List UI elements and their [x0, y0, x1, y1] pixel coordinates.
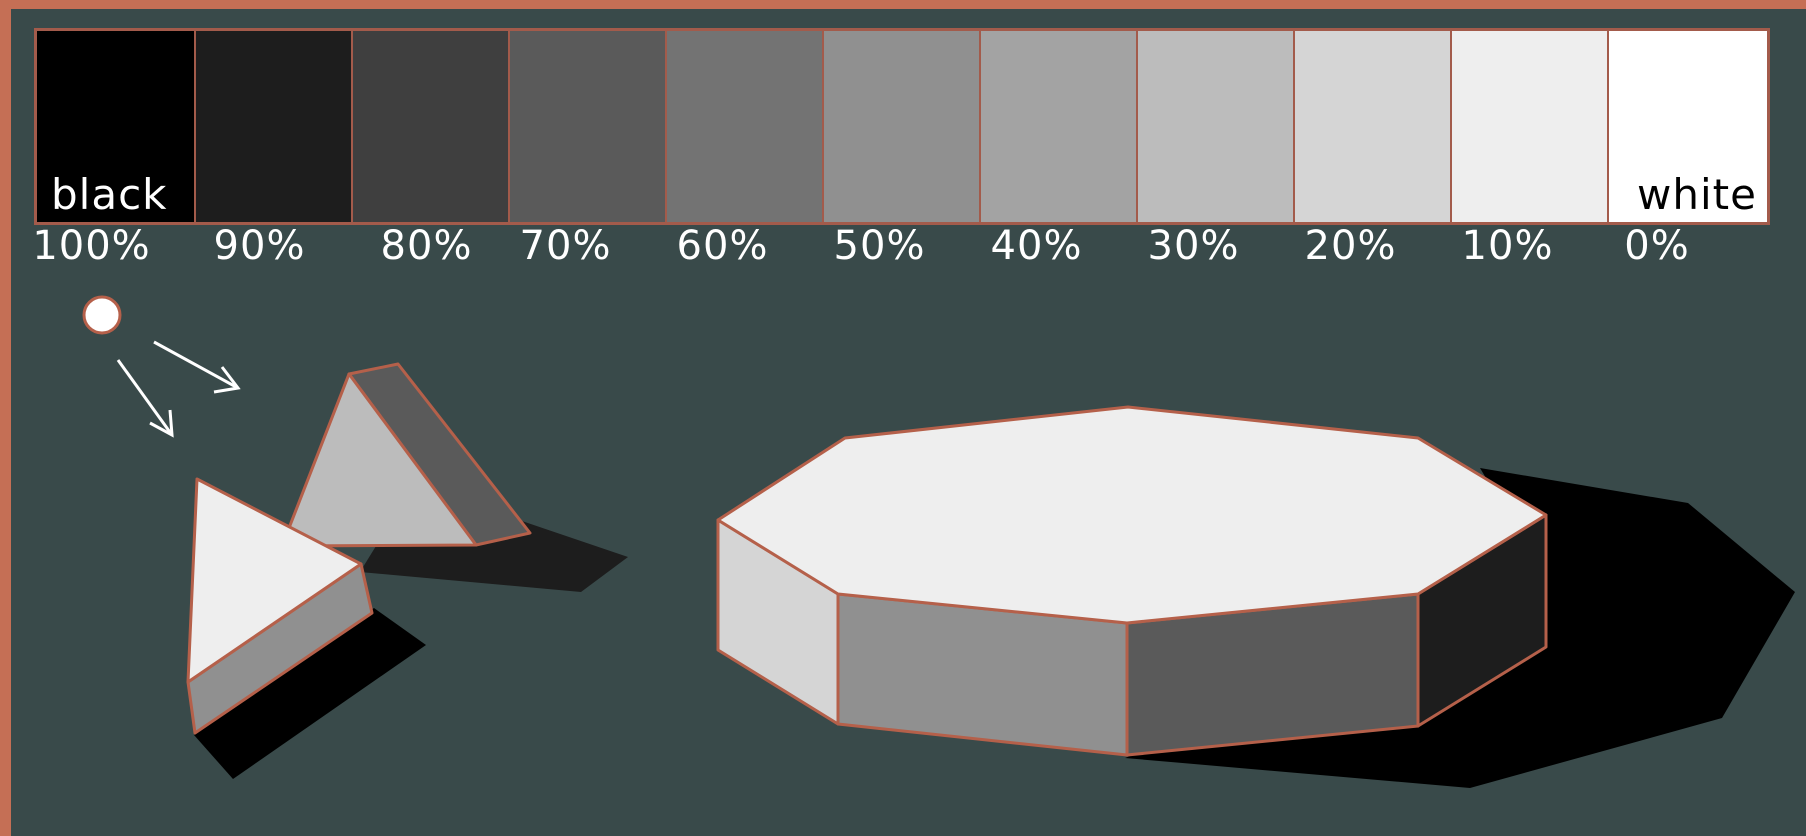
percent-label: 40% — [990, 223, 1083, 269]
front-wedge-shadow — [194, 608, 426, 779]
prism-top-face — [716, 405, 1548, 625]
percent-label: 100% — [32, 223, 151, 269]
swatch-80-percent — [353, 31, 510, 222]
swatch-50-percent — [824, 31, 981, 222]
light-ray-arrows — [116, 340, 241, 438]
swatch-name-label: white — [1637, 170, 1757, 219]
swatch-100-percent: black — [37, 31, 196, 222]
swatch-30-percent — [1138, 31, 1295, 222]
octagonal-prism — [716, 405, 1548, 757]
swatch-10-percent — [1452, 31, 1609, 222]
swatch-name-label: black — [51, 170, 168, 219]
percent-label: 10% — [1461, 223, 1554, 269]
swatch-90-percent — [196, 31, 353, 222]
front-wedge-top-face — [186, 477, 363, 684]
percent-label: 90% — [213, 223, 306, 269]
back-triangle-wedge — [280, 362, 532, 548]
percent-label: 50% — [833, 223, 926, 269]
swatch-60-percent — [667, 31, 824, 222]
percent-label: 70% — [519, 223, 612, 269]
percent-label: 20% — [1304, 223, 1397, 269]
swatch-0-percent: white — [1609, 31, 1767, 222]
back-wedge-front-face — [280, 372, 478, 548]
light-source-icon — [82, 295, 122, 335]
front-triangle-wedge — [186, 477, 374, 735]
swatch-20-percent — [1295, 31, 1452, 222]
percentage-labels: 100% 90% 80% 70% 60% 50% 40% 30% 20% 10% 0% — [32, 223, 1764, 269]
swatch-40-percent — [981, 31, 1138, 222]
percent-label: 60% — [676, 223, 769, 269]
percent-label: 80% — [380, 223, 473, 269]
percent-label: 0% — [1624, 223, 1690, 269]
swatch-70-percent — [510, 31, 667, 222]
grayscale-swatch-bar: black white — [34, 28, 1770, 225]
percent-label: 30% — [1147, 223, 1240, 269]
